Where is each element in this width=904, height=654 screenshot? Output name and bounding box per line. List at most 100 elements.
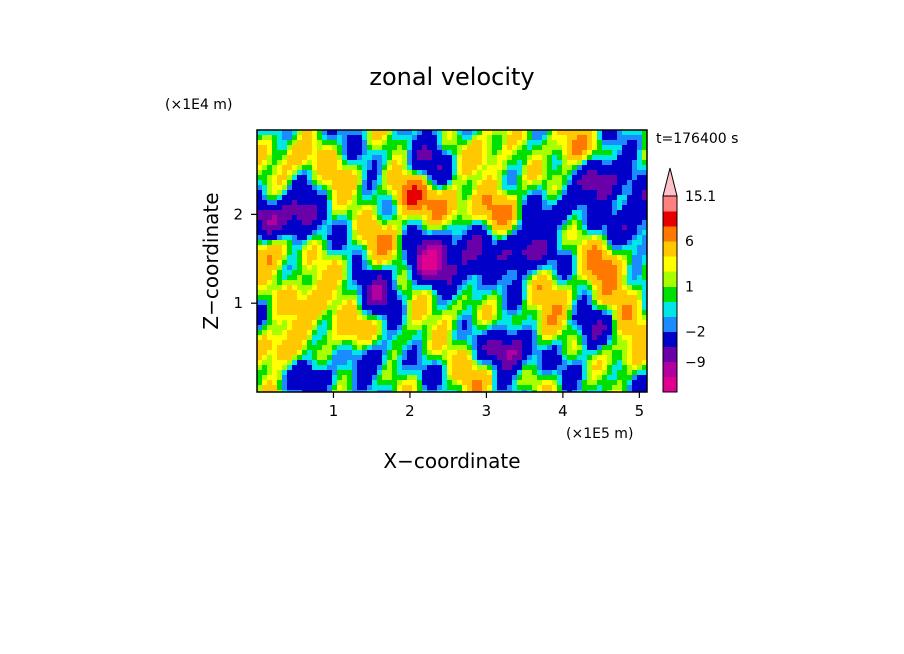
contour-cell <box>582 175 588 181</box>
contour-cell <box>562 180 568 186</box>
contour-cell <box>572 280 578 286</box>
contour-cell <box>522 360 528 366</box>
contour-cell <box>357 365 363 371</box>
contour-cell <box>562 325 568 331</box>
contour-cell <box>287 170 293 176</box>
contour-cell <box>407 220 413 226</box>
contour-cell <box>317 335 323 341</box>
contour-cell <box>272 310 278 316</box>
contour-cell <box>382 260 388 266</box>
contour-cell <box>292 375 298 381</box>
contour-cell <box>487 345 493 351</box>
contour-cell <box>527 275 533 281</box>
contour-cell <box>337 305 343 311</box>
contour-cell <box>582 315 588 321</box>
contour-cell <box>292 275 298 281</box>
contour-cell <box>357 380 363 386</box>
contour-cell <box>287 190 293 196</box>
contour-cell <box>322 300 328 306</box>
contour-cell <box>332 265 338 271</box>
contour-cell <box>322 360 328 366</box>
contour-cell <box>317 230 323 236</box>
contour-cell <box>467 295 473 301</box>
contour-cell <box>497 265 503 271</box>
contour-cell <box>267 145 273 151</box>
contour-cell <box>617 270 623 276</box>
contour-cell <box>582 275 588 281</box>
contour-cell <box>447 190 453 196</box>
contour-cell <box>392 180 398 186</box>
contour-cell <box>382 330 388 336</box>
contour-cell <box>472 345 478 351</box>
contour-cell <box>347 220 353 226</box>
contour-cell <box>332 310 338 316</box>
contour-cell <box>622 320 628 326</box>
contour-cell <box>482 185 488 191</box>
contour-cell <box>387 290 393 296</box>
contour-cell <box>612 255 618 261</box>
contour-cell <box>372 290 378 296</box>
contour-cell <box>597 230 603 236</box>
contour-cell <box>472 235 478 241</box>
contour-cell <box>582 245 588 251</box>
contour-cell <box>327 175 333 181</box>
contour-cell <box>437 205 443 211</box>
contour-cell <box>607 340 613 346</box>
contour-cell <box>527 190 533 196</box>
contour-cell <box>442 275 448 281</box>
contour-cell <box>627 210 633 216</box>
contour-cell <box>267 320 273 326</box>
contour-cell <box>292 335 298 341</box>
contour-cell <box>637 160 643 166</box>
contour-cell <box>517 325 523 331</box>
contour-cell <box>572 270 578 276</box>
contour-cell <box>522 320 528 326</box>
contour-cell <box>552 215 558 221</box>
contour-cell <box>482 135 488 141</box>
contour-cell <box>547 220 553 226</box>
contour-cell <box>327 135 333 141</box>
contour-cell <box>492 200 498 206</box>
contour-cell <box>447 130 453 136</box>
contour-cell <box>532 350 538 356</box>
contour-cell <box>572 380 578 386</box>
contour-cell <box>497 140 503 146</box>
contour-cell <box>552 310 558 316</box>
contour-cell <box>582 230 588 236</box>
contour-cell <box>257 220 263 226</box>
contour-cell <box>272 200 278 206</box>
contour-cell <box>397 200 403 206</box>
contour-cell <box>332 220 338 226</box>
contour-cell <box>267 190 273 196</box>
contour-cell <box>447 140 453 146</box>
contour-cell <box>342 150 348 156</box>
contour-cell <box>442 340 448 346</box>
contour-cell <box>482 150 488 156</box>
contour-cell <box>267 270 273 276</box>
contour-cell <box>582 145 588 151</box>
contour-cell <box>447 165 453 171</box>
contour-cell <box>277 145 283 151</box>
contour-cell <box>502 360 508 366</box>
contour-cell <box>602 300 608 306</box>
contour-cell <box>437 310 443 316</box>
contour-cell <box>517 180 523 186</box>
contour-cell <box>502 255 508 261</box>
contour-cell <box>612 295 618 301</box>
contour-cell <box>462 230 468 236</box>
contour-cell <box>617 140 623 146</box>
contour-cell <box>372 355 378 361</box>
contour-cell <box>322 365 328 371</box>
contour-cell <box>257 310 263 316</box>
contour-cell <box>307 150 313 156</box>
contour-cell <box>272 140 278 146</box>
contour-cell <box>497 385 503 391</box>
contour-cell <box>257 210 263 216</box>
contour-cell <box>547 230 553 236</box>
contour-cell <box>547 355 553 361</box>
contour-cell <box>587 240 593 246</box>
contour-cell <box>552 365 558 371</box>
contour-cell <box>307 175 313 181</box>
contour-cell <box>267 315 273 321</box>
contour-cell <box>477 365 483 371</box>
